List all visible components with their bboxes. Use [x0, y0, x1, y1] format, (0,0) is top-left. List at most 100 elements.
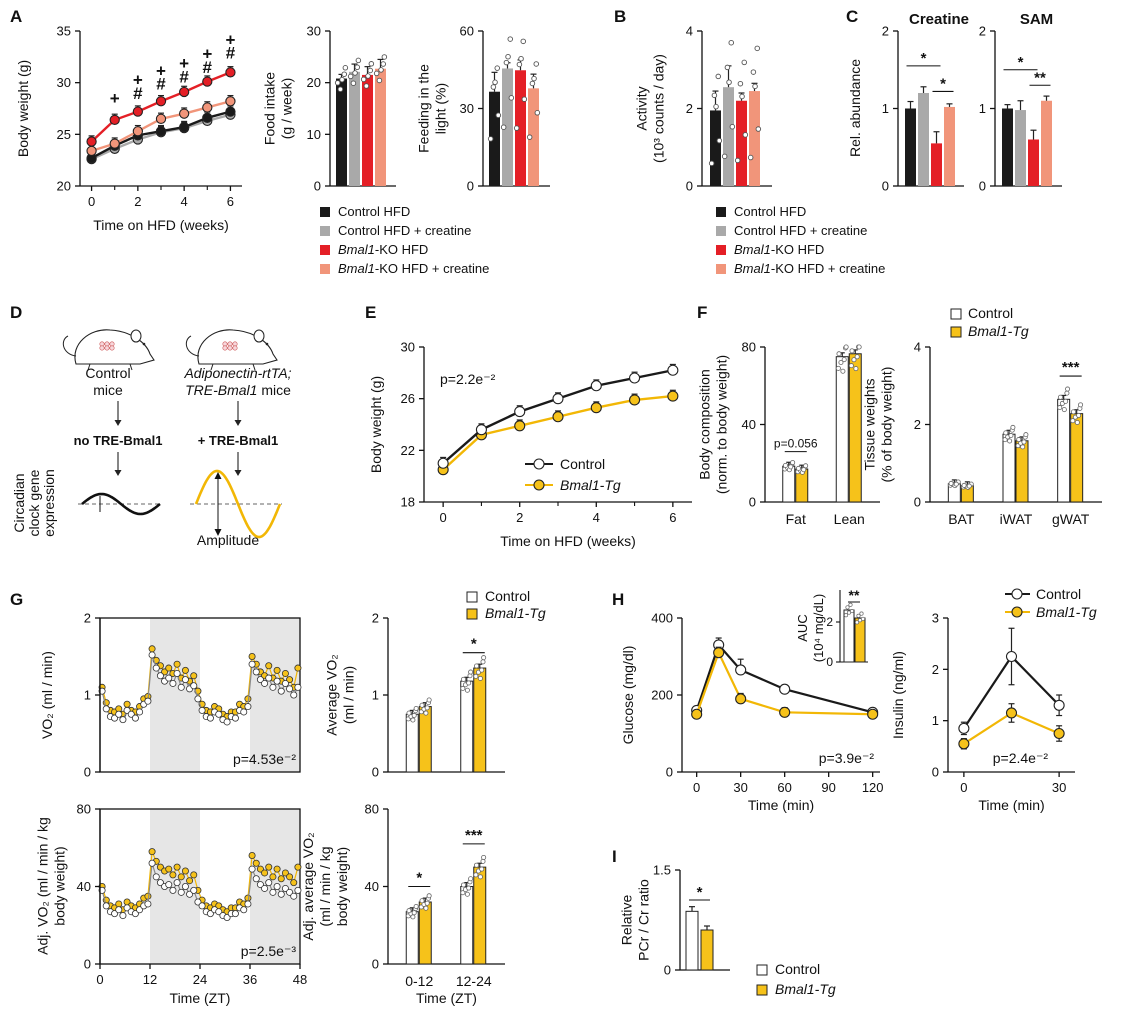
- caption-rest: mice: [257, 382, 291, 398]
- data-point: [265, 674, 273, 682]
- legend-swatch: [716, 207, 726, 217]
- data-point: [198, 706, 206, 714]
- y-label-line: VO₂ (ml / min): [39, 651, 55, 739]
- y-label-line: Glucose (mg/dl): [620, 646, 636, 745]
- data-point: [169, 886, 177, 894]
- hash-annotation: #: [156, 75, 166, 94]
- legend-label: Control HFD + creatine: [338, 223, 471, 238]
- data-point: [155, 126, 167, 137]
- data-dot: [521, 96, 528, 102]
- y-label-line: Adj. VO₂ (ml / min / kg: [35, 817, 51, 955]
- amplitude-label: Amplitude: [197, 532, 259, 548]
- data-point: [629, 394, 641, 406]
- data-point: [223, 914, 231, 922]
- data-point: [152, 873, 160, 881]
- f2-y-axis: 0 2 4: [914, 340, 931, 510]
- significance-label: ***: [1062, 359, 1080, 376]
- data-dot: [466, 680, 472, 686]
- legend-swatch: [716, 226, 726, 236]
- dark-period-shade: [150, 618, 200, 772]
- data-dot: [363, 83, 370, 89]
- data-point: [148, 651, 156, 659]
- data-point: [437, 457, 449, 469]
- legend-swatch: [756, 964, 768, 976]
- data-dot: [479, 866, 485, 872]
- y-tick-label: 10: [307, 127, 321, 142]
- y-label-line: Food intake: [262, 72, 278, 145]
- y-label-line: Body weight (g): [15, 60, 31, 157]
- data-dot: [841, 357, 847, 363]
- bar: [848, 353, 862, 503]
- y-tick-label: 25: [57, 127, 71, 142]
- data-dot: [953, 481, 959, 487]
- legend-swatch: [756, 984, 768, 996]
- data-point: [958, 738, 970, 750]
- legend-rest: -KO HFD + creatine: [771, 261, 886, 276]
- y-label-line: Insulin (ng/ml): [890, 651, 906, 739]
- bar: [349, 71, 360, 186]
- legend-control: Control: [775, 961, 820, 977]
- data-dot: [534, 110, 541, 116]
- data-point: [173, 669, 181, 677]
- diagram-y-label: Circadian: [11, 473, 27, 532]
- data-dot: [1061, 407, 1067, 413]
- legend-label: Bmal1-KO HFD + creatine: [338, 261, 489, 276]
- category-label: 0-12: [405, 973, 433, 989]
- data-point: [281, 869, 289, 877]
- data-point: [155, 96, 167, 107]
- plus-annotation: +: [110, 89, 120, 108]
- data-dot: [836, 351, 842, 357]
- plus-annotation: +: [202, 45, 212, 64]
- data-point: [265, 863, 273, 871]
- i-legend: Control Bmal1-Tg: [756, 961, 836, 997]
- data-point: [123, 904, 131, 912]
- y-tick-label: 30: [460, 101, 474, 116]
- mouse-leg: [87, 363, 91, 371]
- data-dot: [729, 123, 736, 130]
- data-dot: [843, 344, 849, 350]
- data-dot: [854, 354, 860, 360]
- data-point: [178, 108, 190, 119]
- x-tick-label: 0: [96, 972, 103, 987]
- data-dot: [529, 80, 536, 87]
- f2-y-label: Tissue weights (% of body weight): [862, 367, 895, 483]
- category-label: iWAT: [1000, 511, 1033, 527]
- c1-bars: [905, 86, 955, 186]
- g3-y-axis: 0 40 80: [77, 802, 101, 972]
- y-label-line: Body composition: [697, 369, 713, 480]
- data-point: [206, 910, 214, 918]
- y-tick-label: 2: [914, 417, 921, 432]
- a3-y-label: Feeding in the light (%): [416, 64, 449, 153]
- data-point: [273, 666, 281, 674]
- y-tick-label: 1: [932, 713, 939, 728]
- data-dot: [495, 112, 502, 119]
- x-tick-label: 2: [134, 194, 141, 209]
- data-point: [269, 888, 277, 896]
- inset-stars: **: [849, 587, 860, 603]
- data-point: [165, 674, 173, 682]
- legend-rest: Control HFD + creatine: [338, 223, 471, 238]
- category-label: Lean: [834, 511, 865, 527]
- y-tick-label: 80: [742, 340, 756, 355]
- data-point: [156, 863, 164, 871]
- data-dot: [354, 64, 361, 70]
- data-point: [667, 390, 679, 402]
- h1-x-label: Time (min): [748, 797, 814, 813]
- data-dot: [518, 55, 524, 62]
- legend-marker: [533, 479, 545, 491]
- data-point: [244, 900, 252, 908]
- data-dot: [473, 663, 479, 669]
- data-point: [248, 852, 256, 860]
- data-dot: [406, 710, 412, 716]
- panel-label-c: C: [846, 7, 858, 26]
- data-dot: [1074, 419, 1080, 425]
- bar: [736, 100, 747, 186]
- data-point: [256, 881, 264, 889]
- data-dot: [373, 70, 380, 77]
- data-point: [115, 906, 123, 914]
- data-dot: [750, 69, 757, 75]
- y-label-line: body weight): [52, 846, 68, 925]
- mouse-leg: [252, 363, 256, 371]
- data-dot: [788, 464, 794, 470]
